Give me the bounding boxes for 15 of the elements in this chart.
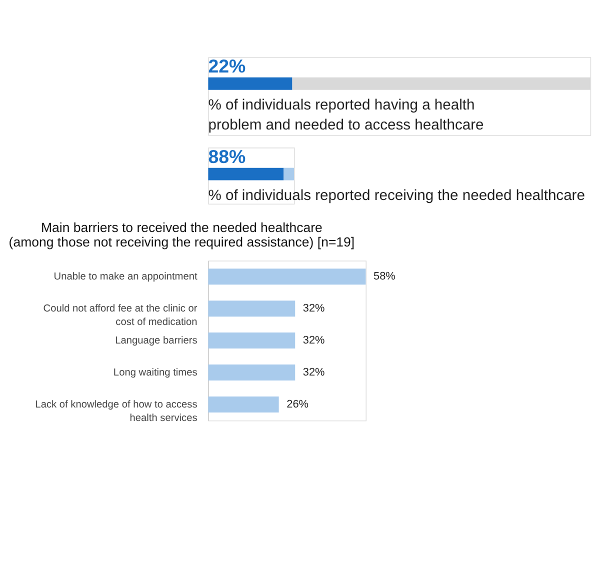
- y-tick-label: Unable to make an appointment: [54, 272, 198, 283]
- data-label: 26%: [286, 398, 309, 411]
- data-label: 32%: [302, 302, 326, 315]
- data-label: 88%: [208, 146, 246, 168]
- data-label: 22%: [208, 56, 246, 77]
- y-tick-label: Could not afford fee at the clinic or cost of medication: [43, 304, 198, 328]
- y-tick-label: Long waiting times: [113, 368, 198, 379]
- data-label: 58%: [374, 270, 396, 283]
- chart-title: Main barriers to received the needed healthcare (among those not receiving the required assistance) [n=19]: [8, 220, 355, 250]
- y-tick-label: Language barriers: [115, 336, 198, 347]
- text: % of individuals reported having a health problem and needed to access healthcare: [208, 97, 484, 134]
- y-tick-label: Lack of knowledge of how to access health services: [35, 400, 198, 424]
- text: % of individuals reported receiving the needed healthcare: [208, 188, 585, 204]
- data-label: 32%: [302, 334, 326, 347]
- data-label: 32%: [302, 366, 326, 379]
